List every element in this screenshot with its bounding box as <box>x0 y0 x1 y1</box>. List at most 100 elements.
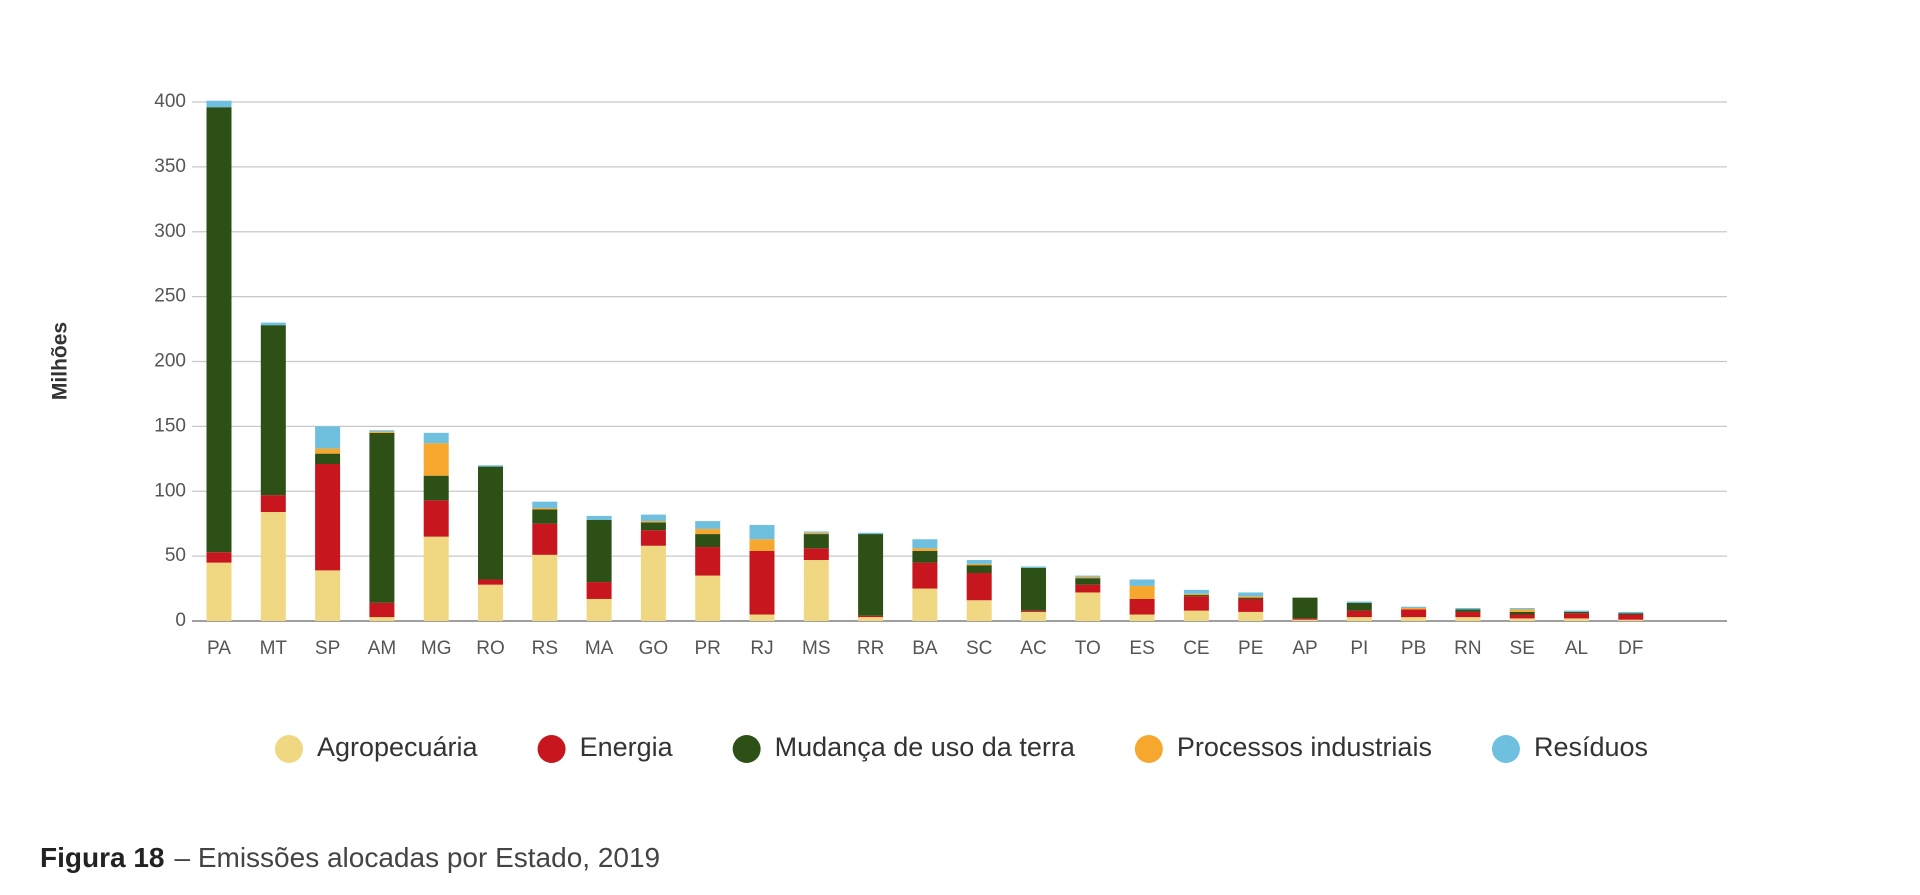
bar-segment <box>1618 613 1644 615</box>
bar-segment <box>1564 618 1589 621</box>
bar-segment <box>858 532 884 535</box>
legend-marker <box>537 735 566 763</box>
bar-segment <box>423 536 449 621</box>
bar-segment <box>1238 611 1264 621</box>
bar-segment <box>749 614 775 621</box>
bar-segment <box>260 512 286 621</box>
y-tick-label: 150 <box>154 415 186 436</box>
bar-segment <box>1021 611 1046 621</box>
bar-segment <box>586 515 612 520</box>
bar-segment <box>478 584 503 621</box>
bar-segment <box>1401 608 1427 610</box>
bar-segment <box>640 514 666 522</box>
bar-segment <box>1346 617 1372 621</box>
y-tick-label: 300 <box>154 221 186 242</box>
bar-segment <box>206 562 232 621</box>
bar-segment <box>695 575 721 621</box>
bar-segment <box>695 547 721 576</box>
y-tick-label: 400 <box>154 91 186 112</box>
bar-segment <box>423 475 449 501</box>
x-tick-label: AL <box>1565 638 1588 659</box>
bar-segment <box>695 534 721 548</box>
bar-segment <box>966 563 992 566</box>
y-axis-label: Milhões <box>49 322 72 400</box>
legend-label: Agropecuária <box>317 732 479 762</box>
bar-segment <box>1509 618 1535 621</box>
x-tick-label: PA <box>207 638 231 659</box>
bar-segment <box>1129 598 1155 615</box>
x-tick-label: RJ <box>750 638 773 659</box>
bar-segment <box>803 548 829 561</box>
bar-segment <box>1401 617 1427 621</box>
x-tick-label: AM <box>368 638 397 659</box>
bar-segment <box>749 550 775 615</box>
x-tick-label: AC <box>1020 638 1046 659</box>
bar-segment <box>315 464 341 571</box>
bar-segment <box>695 528 721 535</box>
bar-segment <box>206 100 232 108</box>
x-tick-label: SC <box>966 638 992 659</box>
x-tick-label: DF <box>1618 638 1643 659</box>
bar-segment <box>1455 611 1481 618</box>
bar-segment <box>369 430 395 432</box>
bar-segment <box>315 570 341 621</box>
caption: Figura 18 – Emissões alocadas por Estado,… <box>40 842 660 873</box>
bar-segment <box>369 602 395 618</box>
bar-segment <box>803 531 829 533</box>
x-tick-label: RS <box>532 638 558 659</box>
bar-segment <box>1618 611 1644 614</box>
bar-segment <box>1564 611 1589 614</box>
bar-segment <box>1075 584 1101 593</box>
bar-segment <box>1455 608 1481 610</box>
legend-label: Energia <box>580 732 674 762</box>
bar-segment <box>1021 566 1046 568</box>
bar-segment <box>1618 614 1644 620</box>
bar-segment <box>1346 610 1372 618</box>
bar-segment <box>1075 592 1101 621</box>
bar-segment <box>966 572 992 601</box>
bar-segment <box>858 534 884 616</box>
legend-marker <box>274 735 303 763</box>
bar-segment <box>966 600 992 621</box>
bar-segment <box>1075 578 1101 585</box>
x-tick-label: GO <box>639 638 669 659</box>
bar-segment <box>532 508 558 510</box>
bar-segment <box>695 521 721 529</box>
bar-segment <box>912 550 938 563</box>
bar-segment <box>478 465 503 467</box>
legend-marker <box>1134 735 1163 763</box>
bar-segment <box>640 522 666 531</box>
bar-segment <box>586 582 612 599</box>
bar-segment <box>1183 596 1209 611</box>
bar-segment <box>1509 609 1535 612</box>
x-tick-label: AP <box>1292 638 1317 659</box>
bar-segment <box>532 509 558 524</box>
bar-segment <box>1455 617 1481 621</box>
bar-segment <box>640 521 666 523</box>
x-tick-label: PE <box>1238 638 1263 659</box>
bar-segment <box>1509 614 1535 619</box>
bar-segment <box>1238 592 1264 597</box>
bar-segment <box>1509 608 1535 610</box>
bar-segment <box>912 548 938 551</box>
bar-segment <box>1509 611 1535 615</box>
bar-segment <box>1292 618 1318 620</box>
bar-segment <box>1564 610 1589 612</box>
bar-segment <box>1129 585 1155 599</box>
bar-segment <box>478 579 503 585</box>
bar-segment <box>1183 589 1209 594</box>
bar-segment <box>912 539 938 549</box>
x-tick-label: RR <box>857 638 884 659</box>
bar-segment <box>1129 579 1155 586</box>
legend-marker <box>1491 735 1520 763</box>
bar-segment <box>260 325 286 496</box>
x-tick-label: BA <box>912 638 938 659</box>
legend-label: Processos industriais <box>1177 732 1432 762</box>
bar-segment <box>532 523 558 555</box>
x-tick-label: PR <box>694 638 720 659</box>
caption-text: – Emissões alocadas por Estado, 2019 <box>174 842 660 873</box>
bar-segment <box>966 560 992 564</box>
x-tick-label: CE <box>1183 638 1209 659</box>
bar-segment <box>1346 601 1372 603</box>
bar-segment <box>423 500 449 537</box>
